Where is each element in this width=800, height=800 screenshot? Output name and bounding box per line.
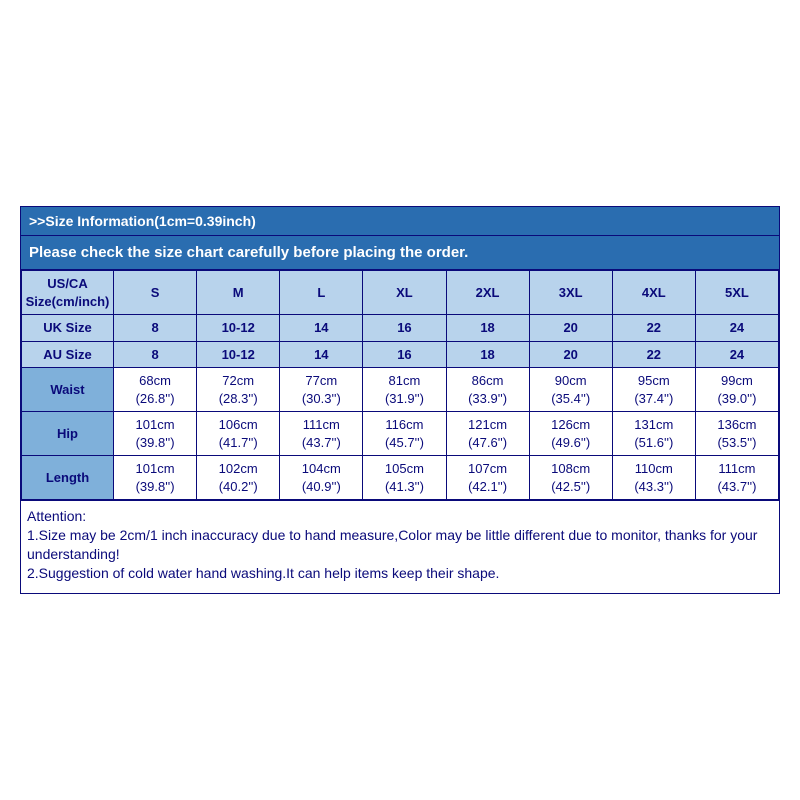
size-col: 5XL xyxy=(695,270,778,314)
hip-label: Hip xyxy=(22,412,114,456)
uk-cell: 14 xyxy=(280,315,363,342)
uk-cell: 18 xyxy=(446,315,529,342)
length-cell: 110cm(43.3'') xyxy=(612,456,695,500)
header-notice: Please check the size chart carefully be… xyxy=(21,236,779,270)
waist-cell: 95cm(37.4'') xyxy=(612,368,695,412)
waist-cell: 99cm(39.0'') xyxy=(695,368,778,412)
length-label: Length xyxy=(22,456,114,500)
au-cell: 14 xyxy=(280,341,363,368)
au-cell: 10-12 xyxy=(197,341,280,368)
length-cell: 101cm(39.8'') xyxy=(114,456,197,500)
length-cell: 111cm(43.7'') xyxy=(695,456,778,500)
au-cell: 16 xyxy=(363,341,446,368)
uk-cell: 24 xyxy=(695,315,778,342)
uk-cell: 10-12 xyxy=(197,315,280,342)
size-col: M xyxy=(197,270,280,314)
row-usca: US/CA Size(cm/inch) S M L XL 2XL 3XL 4XL… xyxy=(22,270,779,314)
au-cell: 20 xyxy=(529,341,612,368)
au-cell: 24 xyxy=(695,341,778,368)
waist-cell: 81cm(31.9'') xyxy=(363,368,446,412)
length-cell: 108cm(42.5'') xyxy=(529,456,612,500)
au-cell: 22 xyxy=(612,341,695,368)
row-uk: UK Size 8 10-12 14 16 18 20 22 24 xyxy=(22,315,779,342)
size-table: US/CA Size(cm/inch) S M L XL 2XL 3XL 4XL… xyxy=(21,270,779,500)
attention-title: Attention: xyxy=(27,507,773,526)
hip-cell: 116cm(45.7'') xyxy=(363,412,446,456)
uk-cell: 20 xyxy=(529,315,612,342)
length-cell: 104cm(40.9'') xyxy=(280,456,363,500)
uk-cell: 16 xyxy=(363,315,446,342)
waist-cell: 86cm(33.9'') xyxy=(446,368,529,412)
au-cell: 8 xyxy=(114,341,197,368)
usca-label: US/CA Size(cm/inch) xyxy=(22,270,114,314)
waist-cell: 90cm(35.4'') xyxy=(529,368,612,412)
hip-cell: 131cm(51.6'') xyxy=(612,412,695,456)
size-col: 2XL xyxy=(446,270,529,314)
hip-cell: 136cm(53.5'') xyxy=(695,412,778,456)
uk-label: UK Size xyxy=(22,315,114,342)
attention-block: Attention: 1.Size may be 2cm/1 inch inac… xyxy=(21,500,779,593)
row-waist: Waist 68cm(26.8'') 72cm(28.3'') 77cm(30.… xyxy=(22,368,779,412)
waist-cell: 72cm(28.3'') xyxy=(197,368,280,412)
size-chart-container: >>Size Information(1cm=0.39inch) Please … xyxy=(20,206,780,594)
size-col: XL xyxy=(363,270,446,314)
attention-line1: 1.Size may be 2cm/1 inch inaccuracy due … xyxy=(27,526,773,564)
size-col: S xyxy=(114,270,197,314)
row-hip: Hip 101cm(39.8'') 106cm(41.7'') 111cm(43… xyxy=(22,412,779,456)
length-cell: 107cm(42.1'') xyxy=(446,456,529,500)
hip-cell: 106cm(41.7'') xyxy=(197,412,280,456)
hip-cell: 111cm(43.7'') xyxy=(280,412,363,456)
header-title: >>Size Information(1cm=0.39inch) xyxy=(21,207,779,236)
waist-cell: 77cm(30.3'') xyxy=(280,368,363,412)
row-length: Length 101cm(39.8'') 102cm(40.2'') 104cm… xyxy=(22,456,779,500)
length-cell: 102cm(40.2'') xyxy=(197,456,280,500)
length-cell: 105cm(41.3'') xyxy=(363,456,446,500)
hip-cell: 121cm(47.6'') xyxy=(446,412,529,456)
size-col: 3XL xyxy=(529,270,612,314)
uk-cell: 8 xyxy=(114,315,197,342)
uk-cell: 22 xyxy=(612,315,695,342)
row-au: AU Size 8 10-12 14 16 18 20 22 24 xyxy=(22,341,779,368)
hip-cell: 101cm(39.8'') xyxy=(114,412,197,456)
au-label: AU Size xyxy=(22,341,114,368)
waist-cell: 68cm(26.8'') xyxy=(114,368,197,412)
attention-line2: 2.Suggestion of cold water hand washing.… xyxy=(27,564,773,583)
au-cell: 18 xyxy=(446,341,529,368)
waist-label: Waist xyxy=(22,368,114,412)
size-col: 4XL xyxy=(612,270,695,314)
hip-cell: 126cm(49.6'') xyxy=(529,412,612,456)
size-col: L xyxy=(280,270,363,314)
